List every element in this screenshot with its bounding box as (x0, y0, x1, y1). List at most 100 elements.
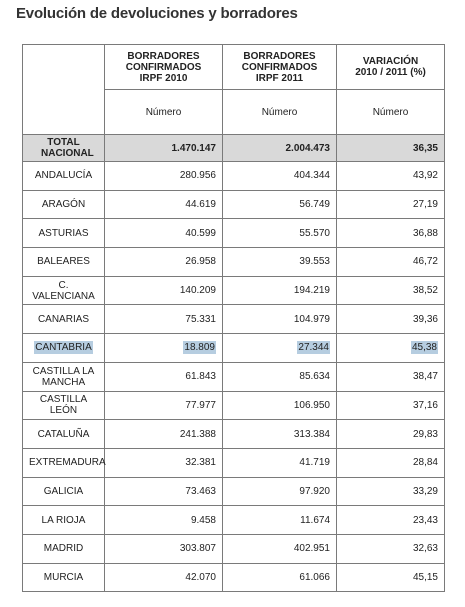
header-variacion: VARIACIÓN 2010 / 2011 (%) (336, 44, 445, 90)
value-2010-cell: 75.331 (104, 304, 223, 335)
header-row: BORRADORES CONFIRMADOS IRPF 2010 BORRADO… (22, 44, 445, 135)
region-cell-text: EXTREMADURA (29, 457, 106, 469)
value-2010-cell: 26.958 (104, 247, 223, 277)
region-cell: C. VALENCIANA (22, 275, 105, 306)
value-2011-cell-text: 313.384 (293, 428, 330, 440)
value-2011-cell: 97.920 (222, 476, 337, 507)
subheader-numero-2011: Número (222, 89, 337, 135)
value-2011-cell-text: 402.951 (293, 543, 330, 555)
value-2011-cell: 11.674 (222, 505, 337, 535)
value-2011-cell: 194.219 (222, 275, 337, 306)
value-2011-cell-text: 404.344 (293, 170, 330, 182)
table-row: CASTILLA LA MANCHA 61.843 85.634 38,47 (22, 361, 445, 392)
region-cell: LA RIOJA (22, 505, 105, 535)
region-cell-text: C. VALENCIANA (32, 279, 95, 302)
value-2010-cell: 9.458 (104, 505, 223, 535)
value-2010-cell: 303.807 (104, 533, 223, 564)
region-cell: BALEARES (22, 247, 105, 277)
variacion-cell: 38,47 (336, 361, 445, 392)
total-variacion: 36,35 (336, 134, 445, 162)
variacion-cell: 36,88 (336, 218, 445, 249)
value-2011-cell-text: 11.674 (300, 514, 330, 526)
region-cell-text: ARAGÓN (41, 199, 86, 211)
value-2010-cell: 18.809 (104, 333, 223, 363)
value-2011-cell-text: 85.634 (299, 371, 330, 383)
value-2011-cell: 61.066 (222, 562, 337, 593)
value-2011-cell-text: 39.553 (299, 256, 330, 268)
region-header-cell (22, 44, 105, 135)
region-cell: CANTABRIA (22, 333, 105, 363)
variacion-cell: 37,16 (336, 390, 445, 421)
variacion-cell: 29,83 (336, 419, 445, 449)
variacion-cell-text: 45,38 (410, 341, 438, 355)
total-row: TOTAL NACIONAL 1.470.147 2.004.473 36,35 (22, 134, 445, 162)
variacion-cell-text: 28,84 (412, 457, 438, 469)
variacion-cell-text: 36,88 (412, 227, 438, 239)
table-row: LA RIOJA 9.458 11.674 23,43 (22, 505, 445, 535)
value-2011-cell-text: 41.719 (299, 457, 330, 469)
region-cell-text: ASTURIAS (38, 227, 89, 239)
region-cell-text: GALICIA (43, 485, 84, 497)
region-cell-text: MURCIA (43, 571, 84, 583)
header-borradores-2010: BORRADORES CONFIRMADOS IRPF 2010 (104, 44, 223, 90)
value-2011-cell: 27.344 (222, 333, 337, 363)
variacion-cell-text: 39,36 (412, 313, 438, 325)
value-2010-cell-text: 40.599 (185, 227, 216, 239)
region-cell: EXTREMADURA (22, 447, 106, 478)
region-cell-text: CASTILLA LA MANCHA (32, 365, 95, 388)
value-2010-cell-text: 42.070 (185, 571, 216, 583)
region-cell: ARAGÓN (22, 189, 105, 220)
table-row: EXTREMADURA 32.381 41.719 28,84 (22, 447, 445, 478)
variacion-cell: 46,72 (336, 247, 445, 277)
region-cell: MURCIA (22, 562, 105, 593)
value-2011-cell-text: 106.950 (293, 399, 330, 411)
value-2010-cell: 77.977 (104, 390, 223, 421)
subheader-numero-2010: Número (104, 89, 223, 135)
variacion-cell-text: 23,43 (412, 514, 438, 526)
variacion-cell: 43,92 (336, 161, 445, 191)
variacion-cell-text: 46,72 (412, 256, 438, 268)
value-2010-cell: 61.843 (104, 361, 223, 392)
total-label: TOTAL NACIONAL (22, 134, 105, 162)
value-2010-cell: 40.599 (104, 218, 223, 249)
value-2011-cell-text: 194.219 (293, 285, 330, 297)
variacion-cell: 38,52 (336, 275, 445, 306)
devoluciones-table: BORRADORES CONFIRMADOS IRPF 2010 BORRADO… (22, 44, 445, 593)
value-2011-cell: 106.950 (222, 390, 337, 421)
variacion-cell-text: 45,15 (412, 571, 438, 583)
value-2010-cell-text: 73.463 (185, 485, 216, 497)
value-2010-cell-text: 9.458 (190, 514, 216, 526)
variacion-cell: 45,15 (336, 562, 445, 593)
variacion-cell-text: 32,63 (412, 543, 438, 555)
region-cell: CASTILLA LA MANCHA (22, 361, 105, 392)
value-2011-cell-text: 97.920 (299, 485, 330, 497)
value-2011-cell-text: 55.570 (299, 227, 330, 239)
variacion-cell-text: 38,52 (412, 285, 438, 297)
value-2010-cell-text: 44.619 (185, 199, 216, 211)
region-cell: CASTILLA LEÓN (22, 390, 105, 421)
variacion-cell: 33,29 (336, 476, 445, 507)
variacion-cell: 23,43 (336, 505, 445, 535)
variacion-cell-text: 37,16 (412, 399, 438, 411)
value-2011-cell-text: 56.749 (299, 199, 330, 211)
region-cell-text: CANTABRIA (34, 341, 93, 355)
value-2010-cell: 140.209 (104, 275, 223, 306)
region-cell: CATALUÑA (22, 419, 105, 449)
value-2011-cell: 402.951 (222, 533, 337, 564)
value-2010-cell: 73.463 (104, 476, 223, 507)
value-2010-cell-text: 241.388 (179, 428, 216, 440)
region-cell-text: BALEARES (37, 256, 90, 268)
value-2010-cell: 32.381 (104, 447, 223, 478)
value-2011-cell: 104.979 (222, 304, 337, 335)
value-2010-cell-text: 18.809 (183, 341, 216, 355)
value-2010-cell-text: 32.381 (185, 457, 216, 469)
value-2011-cell: 41.719 (222, 447, 337, 478)
value-2010-cell-text: 61.843 (185, 371, 216, 383)
table-row: ANDALUCÍA 280.956 404.344 43,92 (22, 161, 445, 191)
value-2010-cell-text: 75.331 (185, 313, 216, 325)
value-2011-cell-text: 61.066 (299, 571, 330, 583)
value-2010-cell: 44.619 (104, 189, 223, 220)
variacion-cell-text: 43,92 (412, 170, 438, 182)
region-cell: GALICIA (22, 476, 105, 507)
region-cell-text: CANARIAS (37, 313, 90, 325)
